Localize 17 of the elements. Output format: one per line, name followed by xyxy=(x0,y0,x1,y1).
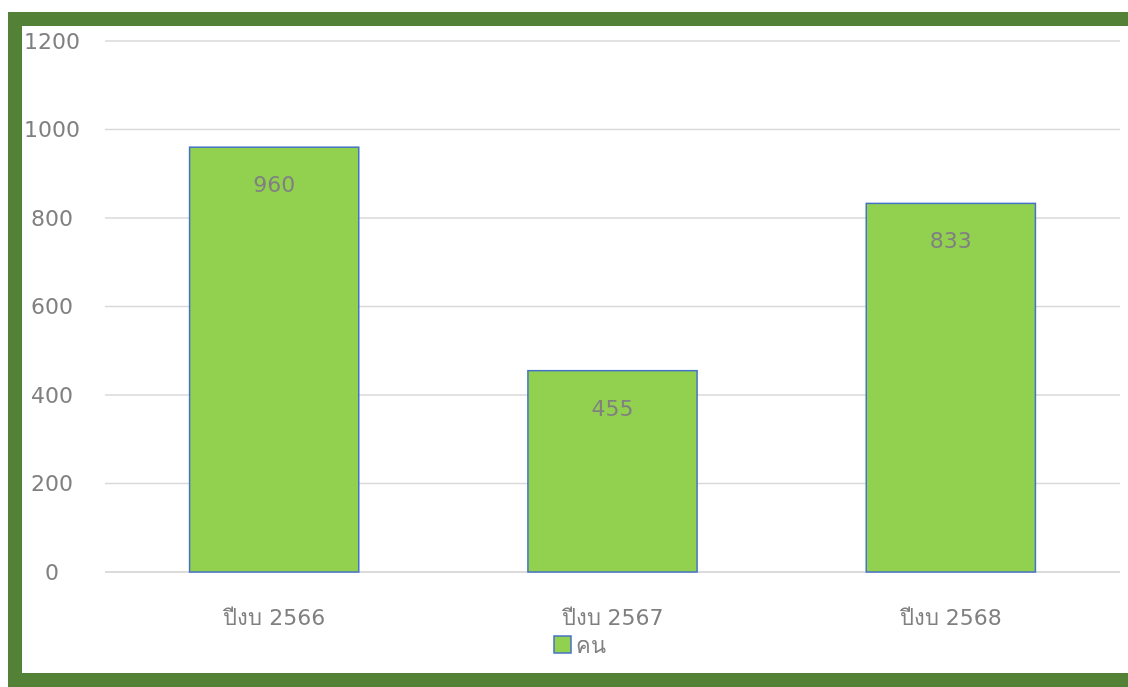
y-tick-label: 800 xyxy=(31,205,73,231)
y-tick-label: 600 xyxy=(31,294,73,320)
y-tick-label: 400 xyxy=(31,382,73,408)
y-tick-label: 1000 xyxy=(24,117,80,143)
bar xyxy=(188,146,360,573)
legend-label: คน xyxy=(576,632,606,658)
y-tick-label: 200 xyxy=(31,471,73,497)
x-tick-label: ปีงบ 2567 xyxy=(560,605,664,630)
data-label: 833 xyxy=(929,228,972,254)
bar xyxy=(527,369,698,573)
y-tick-label: 0 xyxy=(45,559,59,585)
x-tick-label: ปีงบ 2568 xyxy=(898,605,1002,630)
data-label: 455 xyxy=(591,395,634,421)
y-tick-label: 1200 xyxy=(24,28,80,54)
bar xyxy=(865,202,1037,573)
data-label: 960 xyxy=(253,172,296,198)
x-tick-label: ปีงบ 2566 xyxy=(222,605,326,630)
